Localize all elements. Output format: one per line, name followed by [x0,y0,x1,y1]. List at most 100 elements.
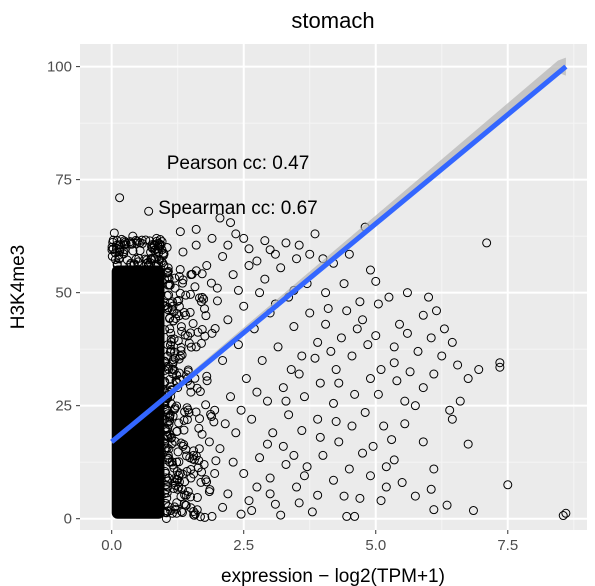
scatter-point [402,328,412,338]
scatter-point [226,218,236,228]
scatter-point [376,365,386,375]
dense-point [121,239,131,249]
scatter-point [315,432,325,442]
scatter-point [262,396,272,406]
dense-point [112,259,122,269]
dense-point [162,417,172,427]
y-axis: 0 25 50 75 100 [47,59,80,528]
dense-point [160,445,170,455]
scatter-point [181,500,191,510]
dense-point [182,466,192,476]
dense-point [201,311,211,321]
scatter-point [273,342,283,352]
dense-point [156,240,166,250]
scatter-point [397,478,407,488]
dense-point [181,444,191,454]
scatter-point [265,245,275,255]
dense-point [134,253,144,263]
scatter-point [429,464,439,474]
scatter-point [426,484,436,494]
dense-point [201,475,211,485]
scatter-point [558,511,568,521]
dense-point [210,324,220,334]
scatter-point [297,426,307,436]
scatter-point [175,351,185,361]
x-axis: 0.0 2.5 5.0 7.5 [101,530,518,554]
scatter-point [178,441,188,451]
scatter-point [189,506,199,516]
dense-point [169,483,179,493]
dense-point [161,485,171,495]
dense-point [193,327,203,337]
scatter-point [231,428,241,438]
scatter-point [218,502,228,512]
dense-point [172,508,182,518]
scatter-point [276,510,286,520]
dense-point [206,278,216,288]
dense-point [148,243,158,253]
scatter-point [239,301,249,311]
scatter-point [278,441,288,451]
scatter-point [186,387,196,397]
dense-point [172,426,182,436]
scatter-point [281,238,291,248]
dense-point [163,351,173,361]
dense-point [181,290,191,300]
scatter-point [292,254,302,264]
scatter-point [247,506,257,516]
dense-point [176,346,186,356]
dense-point [165,374,175,384]
scatter-point [376,496,386,506]
scatter-point [387,435,397,445]
dense-point [184,338,194,348]
scatter-point [189,450,199,460]
scatter-point [339,279,349,289]
scatter-point [305,249,315,259]
dense-point [186,328,196,338]
dense-point [165,410,175,420]
dense-point [160,377,170,387]
scatter-point [223,240,233,250]
scatter-point [210,468,220,478]
scatter-point [384,292,394,302]
dense-point [107,242,117,252]
dense-point-cloud [107,234,222,523]
scatter-point [252,256,262,266]
dense-point [174,418,184,428]
scatter-point [442,500,452,510]
scatter-point [413,346,423,356]
dense-point [185,307,195,317]
scatter-point [239,233,249,243]
scatter-point [305,308,315,318]
scatter-point [455,396,465,406]
scatter-point [352,324,362,334]
scatter-point [392,376,402,386]
scatter-point [339,491,349,501]
dense-point [165,416,175,426]
scatter-point [260,236,270,246]
scatter-point [439,324,449,334]
scatter-point [186,270,196,280]
scatter-point [210,405,220,415]
dense-point [176,342,186,352]
dense-point [168,359,178,369]
scatter-point [204,437,214,447]
scatter-point [326,346,336,356]
x-tick-label: 0.0 [101,537,122,554]
dense-point [155,235,165,245]
dense-point [180,490,190,500]
dense-point [164,444,174,454]
scatter-point [307,507,317,517]
scatter-point [268,428,278,438]
scatter-point [294,240,304,250]
scatter-point [437,351,447,361]
scatter-point [302,462,312,472]
dense-point [180,330,190,340]
scatter-point [286,365,296,375]
scatter-point [236,509,246,519]
scatter-point [228,457,238,467]
scatter-point [204,487,214,497]
scatter-point [199,459,209,469]
scatter-point [474,365,484,375]
scatter-point [310,353,320,363]
